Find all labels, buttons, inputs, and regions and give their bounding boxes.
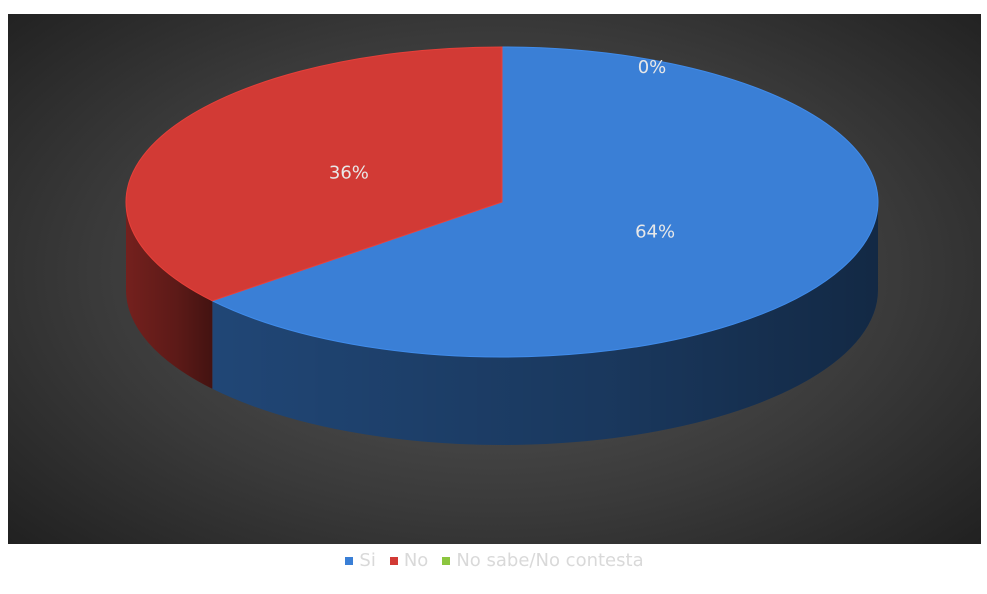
legend: Si No No sabe/No contesta (8, 550, 981, 571)
chart-area: 64% 36% 0% Si No No sabe/No contesta (8, 14, 981, 588)
data-label-no: 36% (329, 162, 369, 183)
legend-swatch-si (345, 556, 354, 565)
pie-chart: 64% 36% 0% (8, 14, 981, 544)
legend-item-no-sabe: No sabe/No contesta (442, 550, 644, 571)
pie-side-shading-si (212, 202, 879, 445)
legend-swatch-no (389, 556, 398, 565)
legend-label-no: No (403, 550, 429, 571)
legend-swatch-no-sabe (442, 556, 451, 565)
data-label-si: 64% (635, 222, 675, 243)
legend-item-no: No (389, 550, 429, 571)
legend-label-si: Si (359, 550, 376, 571)
pie-side-shading-no (126, 202, 213, 389)
pie-slice-si (210, 46, 879, 358)
legend-label-no-sabe: No sabe/No contesta (456, 550, 644, 571)
legend-item-si: Si (345, 550, 376, 571)
pie-slice-no (125, 46, 503, 302)
data-label-no-sabe: 0% (638, 57, 667, 78)
